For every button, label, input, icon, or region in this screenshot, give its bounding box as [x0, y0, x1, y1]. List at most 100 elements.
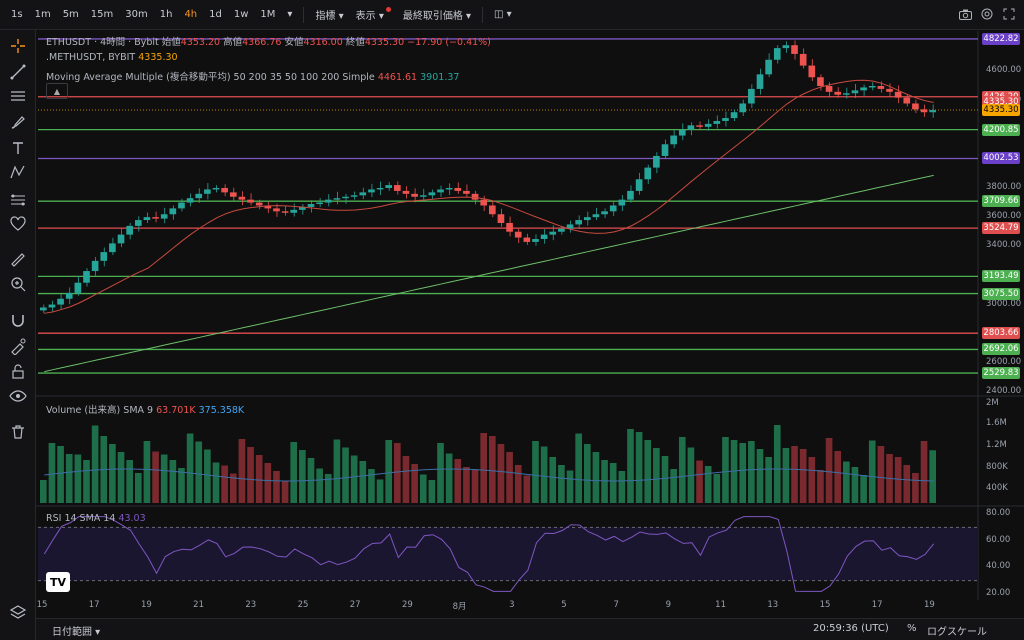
- layers-icon[interactable]: [8, 602, 28, 622]
- timeframe-4h[interactable]: 4h: [184, 9, 198, 20]
- magnet-icon[interactable]: [8, 310, 28, 330]
- trash-icon[interactable]: [8, 422, 28, 442]
- candle-body: [696, 125, 703, 127]
- open-label: 始値: [161, 37, 181, 48]
- date-range-button[interactable]: 日付範囲 ▾: [52, 627, 101, 638]
- lock-icon[interactable]: [8, 362, 28, 382]
- volume-axis-label: 1.2M: [986, 440, 1007, 450]
- price-tag: 2803.66: [982, 327, 1020, 340]
- volume-bar: [368, 469, 375, 503]
- favorites-heart-icon[interactable]: [8, 214, 28, 234]
- time-axis-label: 21: [193, 600, 205, 610]
- candle-body: [437, 189, 444, 193]
- candle-body: [428, 192, 436, 196]
- volume-bar: [920, 441, 928, 503]
- lock-drawing-icon[interactable]: [8, 336, 28, 356]
- timeframe-1d[interactable]: 1d: [209, 9, 222, 20]
- top-toolbar: 1s 1m 5m 15m 30m 1h 4h 1d 1w 1M ▾ 指標 ▾ 表…: [0, 0, 1024, 30]
- volume-bar: [903, 465, 911, 503]
- time-axis-label: 29: [401, 600, 413, 610]
- rsi-axis-label: 20.00: [986, 588, 1011, 598]
- volume-bar: [65, 454, 73, 503]
- candle-body: [592, 214, 600, 218]
- camera-icon[interactable]: [958, 7, 972, 21]
- settings-icon[interactable]: [980, 7, 994, 21]
- candle-body: [152, 217, 159, 219]
- candle-body: [773, 48, 781, 60]
- candle-body: [609, 205, 617, 212]
- volume-bar: [445, 453, 453, 503]
- volume-bar: [169, 460, 177, 503]
- zoom-in-icon[interactable]: [8, 274, 28, 294]
- fullscreen-icon[interactable]: [1002, 7, 1016, 21]
- volume-bar: [91, 425, 99, 503]
- volume-bar: [704, 466, 712, 503]
- volume-bar: [817, 470, 824, 503]
- price-axis-label: 2600.00: [986, 356, 1022, 367]
- candle-body: [912, 103, 919, 110]
- candle-body: [506, 222, 513, 232]
- crosshair-icon[interactable]: [8, 36, 28, 56]
- rsi-band: [38, 527, 978, 581]
- candle-body: [877, 86, 885, 89]
- timeframe-1M[interactable]: 1M: [260, 9, 276, 20]
- candle-body: [57, 298, 64, 305]
- candle-body: [644, 167, 652, 180]
- price-tag: 4822.82: [982, 32, 1020, 45]
- candle-body: [385, 185, 393, 188]
- ma200-line: [44, 174, 934, 373]
- indicators-menu[interactable]: 指標 ▾: [315, 11, 344, 22]
- ma-value-1: 4461.61: [377, 72, 418, 83]
- timeframe-30m[interactable]: 30m: [125, 9, 148, 20]
- candle-body: [126, 225, 133, 235]
- timeframe-1s[interactable]: 1s: [11, 9, 23, 20]
- open-value: 4353.20: [180, 37, 221, 48]
- collapse-legend-button[interactable]: ▲: [46, 83, 68, 99]
- candle-body: [394, 185, 401, 191]
- volume-bar: [204, 449, 211, 503]
- percent-toggle[interactable]: %: [907, 623, 917, 634]
- candle-body: [471, 193, 479, 200]
- volume-bar: [134, 473, 142, 503]
- eye-icon[interactable]: [8, 386, 28, 406]
- candle-body: [324, 199, 332, 203]
- high-value: 4366.76: [242, 37, 282, 48]
- timeframe-1m[interactable]: 1m: [34, 9, 51, 20]
- candle-body: [886, 88, 893, 92]
- timeframe-5m[interactable]: 5m: [62, 9, 79, 20]
- timeframe-1h[interactable]: 1h: [159, 9, 173, 20]
- utc-clock[interactable]: 20:59:36 (UTC): [813, 623, 889, 634]
- text-tool-icon[interactable]: [8, 138, 28, 158]
- time-axis-label: 19: [923, 600, 935, 610]
- volume-bar: [618, 471, 626, 503]
- low-label: 安値: [284, 37, 304, 48]
- time-axis-label: 17: [88, 600, 100, 610]
- display-menu[interactable]: 表示 ▾: [351, 4, 396, 25]
- time-axis-label: 8月: [452, 602, 467, 612]
- volume-bar: [480, 433, 487, 503]
- log-scale-toggle[interactable]: ログスケール: [927, 627, 987, 638]
- candle-body: [40, 307, 47, 311]
- volume-bar: [678, 437, 686, 503]
- brush-icon[interactable]: [8, 112, 28, 132]
- volume-bar: [653, 448, 660, 503]
- candle-body: [255, 202, 263, 206]
- forecast-icon[interactable]: [8, 190, 28, 210]
- timeframe-1w[interactable]: 1w: [233, 9, 249, 20]
- candle-body: [730, 112, 738, 119]
- candle-body: [342, 196, 349, 199]
- timeframe-dropdown-icon[interactable]: ▾: [287, 9, 293, 20]
- trend-line-icon[interactable]: [8, 62, 28, 82]
- price-tag: 3075.50: [982, 287, 1020, 300]
- timeframe-15m[interactable]: 15m: [90, 9, 114, 20]
- pattern-icon[interactable]: [8, 162, 28, 182]
- ruler-icon[interactable]: [8, 250, 28, 270]
- horizontal-lines-icon[interactable]: [8, 86, 28, 106]
- date-range-label: 日付範囲: [52, 627, 92, 638]
- compare-icon[interactable]: ◫ ▾: [494, 9, 512, 20]
- volume-bar: [722, 437, 729, 503]
- volume-bar: [376, 479, 384, 503]
- candle-body: [566, 224, 574, 229]
- last-price-menu[interactable]: 最終取引価格 ▾: [402, 11, 472, 22]
